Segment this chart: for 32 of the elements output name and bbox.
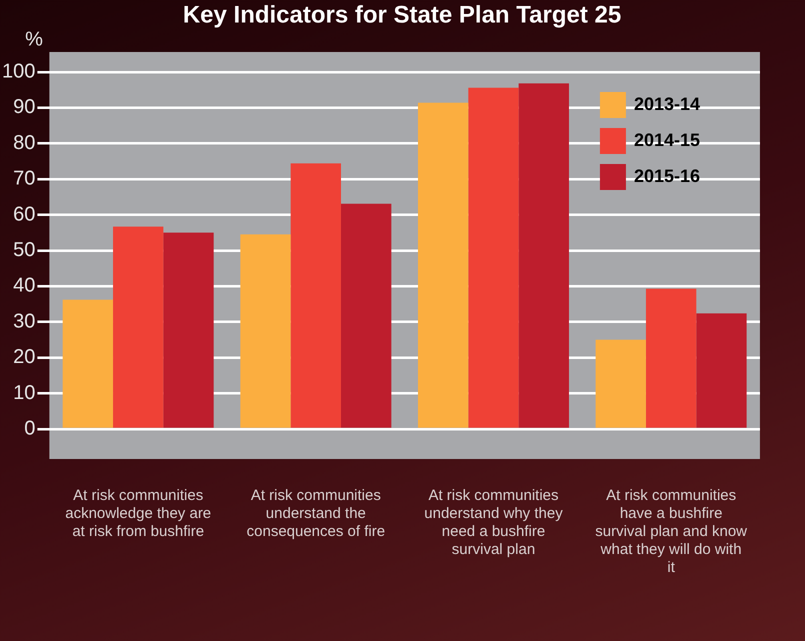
bar <box>468 88 519 428</box>
legend-label: 2013-14 <box>634 94 700 114</box>
y-tick-label: 10 <box>13 382 36 404</box>
bar <box>596 340 646 428</box>
bar <box>696 313 747 428</box>
x-tick-label: At risk communities understand why they need a bushfire survival plan <box>424 487 564 558</box>
y-tick-label: 40 <box>13 274 36 297</box>
x-tick-label: At risk communities have a bushfire survival plan and know what they will do with it <box>595 487 748 576</box>
bar <box>290 163 341 428</box>
bar <box>518 83 569 428</box>
y-tick-label: 50 <box>13 239 36 262</box>
bar <box>163 232 214 428</box>
bar <box>240 234 291 428</box>
x-tick-label: At risk communities understand the consequences of fire <box>246 487 386 540</box>
bar <box>62 300 114 428</box>
legend-label: 2014-15 <box>634 130 700 150</box>
bar <box>113 226 164 428</box>
y-tick-label: 0 <box>24 418 36 440</box>
bar <box>646 288 696 428</box>
y-tick-label: 80 <box>13 132 36 154</box>
y-tick-label: 20 <box>13 346 36 368</box>
y-tick-label: 60 <box>13 203 36 226</box>
y-tick-label: 30 <box>13 310 36 332</box>
y-tick-label: 100 <box>2 60 36 83</box>
x-tick-label: At risk communities acknowledge they are at risk from bushfire <box>65 487 212 540</box>
y-tick-label: 70 <box>13 168 36 190</box>
bar <box>341 204 392 428</box>
y-axis-title: % <box>25 28 44 51</box>
legend-label: 2015-16 <box>634 166 700 186</box>
y-tick-label: 90 <box>13 96 36 118</box>
bar <box>418 102 468 428</box>
chart-title: Key Indicators for State Plan Target 25 <box>182 2 622 29</box>
